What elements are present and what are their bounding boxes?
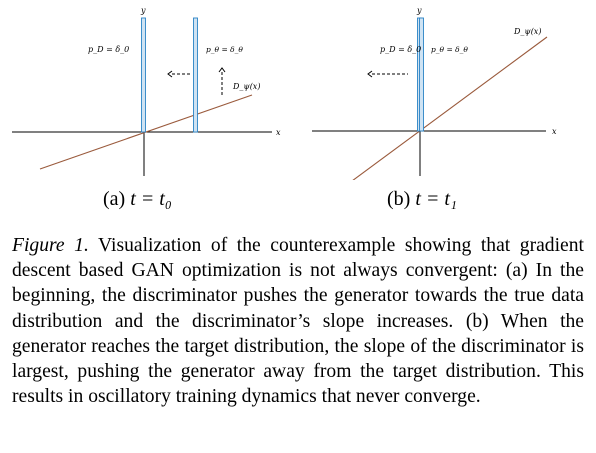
subcaption-a: (a) t = t₀ bbox=[103, 188, 172, 211]
generator-distribution-bar bbox=[193, 17, 198, 133]
panel-a-plot: y x p_D = δ_0 p_θ = δ_θ D_ψ(x) bbox=[12, 6, 281, 176]
data-distribution-bar bbox=[141, 17, 146, 133]
figure-panel-b: y x p_D = δ_0 p_θ = δ_θ D_ψ(x) bbox=[300, 0, 596, 182]
y-axis-label: y bbox=[416, 6, 422, 15]
caption-text: Visualization of the counterexample show… bbox=[12, 235, 584, 408]
ptheta-label: p_θ = δ_θ bbox=[431, 45, 468, 54]
up-arrow bbox=[218, 67, 226, 96]
discriminator-line bbox=[39, 94, 253, 170]
caption-label: Figure 1. bbox=[12, 235, 89, 256]
x-axis-label: x bbox=[276, 128, 281, 137]
figure-panel-a: y x p_D = δ_0 p_θ = δ_θ D_ψ(x) bbox=[0, 0, 290, 180]
y-axis-label: y bbox=[140, 6, 146, 15]
panel-b-plot: y x p_D = δ_0 p_θ = δ_θ D_ψ(x) bbox=[312, 6, 557, 182]
discriminator-line bbox=[351, 36, 548, 182]
discriminator-label: D_ψ(x) bbox=[232, 82, 260, 91]
subcaption-b-math: t = t₁ bbox=[415, 188, 457, 210]
subcaption-a-prefix: (a) bbox=[103, 188, 131, 210]
subcaption-b: (b) t = t₁ bbox=[387, 188, 457, 211]
generator-distribution-bar bbox=[419, 17, 424, 132]
discriminator-label: D_ψ(x) bbox=[513, 27, 541, 36]
left-arrow bbox=[167, 70, 192, 78]
pd-label: p_D = δ_0 bbox=[88, 45, 129, 54]
subcaption-b-prefix: (b) bbox=[387, 188, 416, 210]
figure-caption: Figure 1. Visualization of the counterex… bbox=[12, 233, 584, 409]
subcaption-a-math: t = t₀ bbox=[130, 188, 172, 210]
pd-label: p_D = δ_0 bbox=[380, 45, 421, 54]
x-axis-label: x bbox=[552, 127, 557, 136]
left-arrow bbox=[367, 70, 408, 78]
ptheta-label: p_θ = δ_θ bbox=[206, 45, 243, 54]
